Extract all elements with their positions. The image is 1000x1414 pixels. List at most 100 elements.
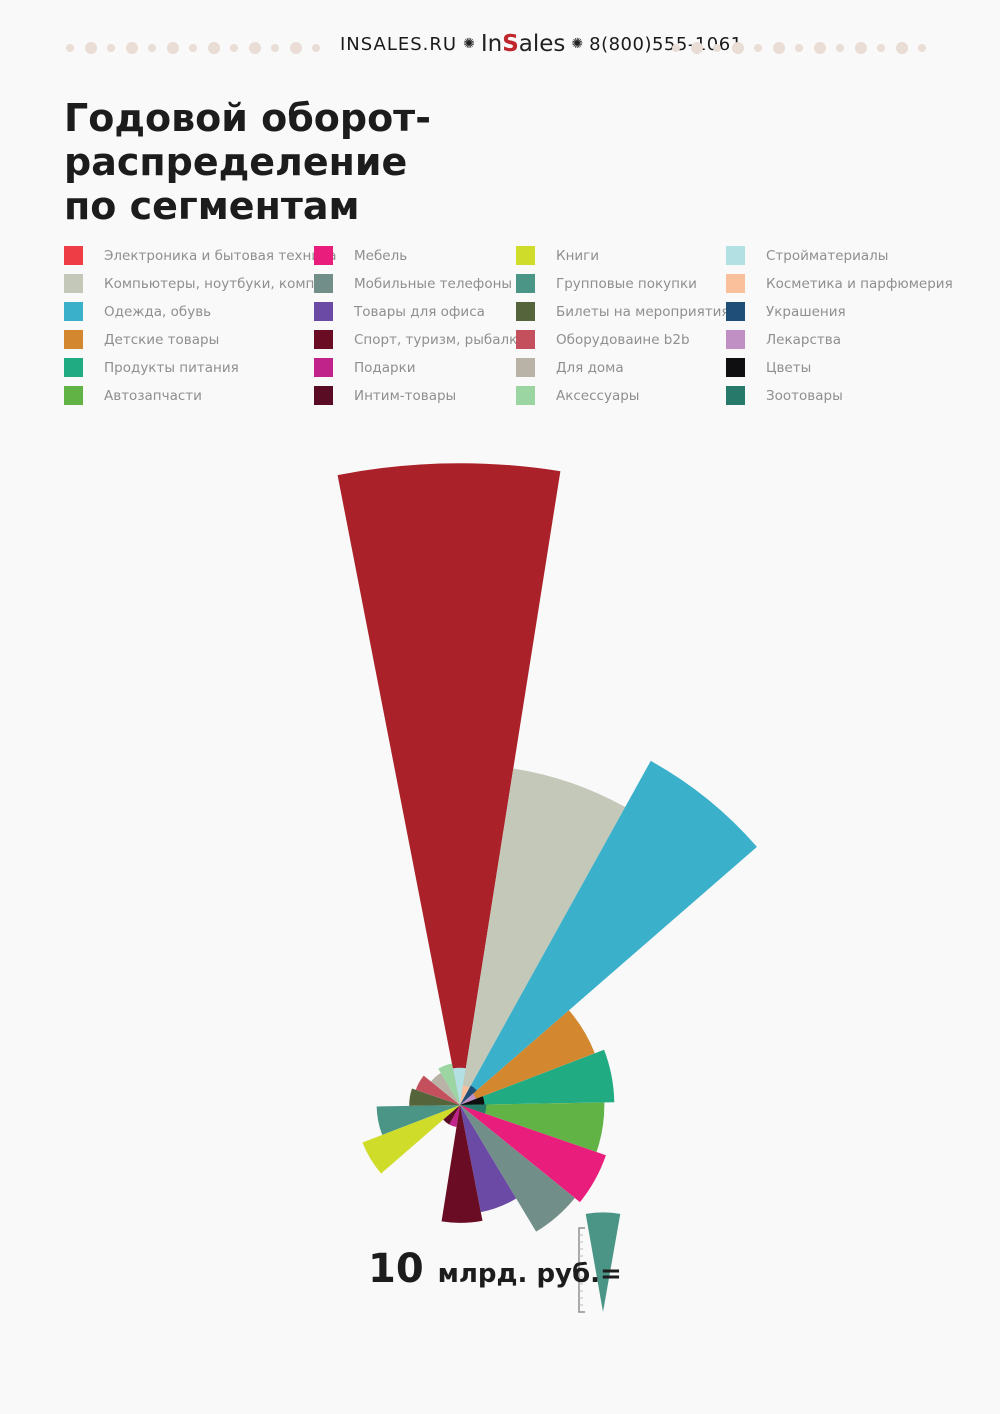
legend-label: Интим-товары [354,387,457,404]
decorative-dot [189,44,197,52]
chart-slice [415,1075,460,1105]
legend-item: Спорт, туризм, рыбалка [314,330,526,349]
legend-swatch [726,246,745,265]
phone-number[interactable]: 8(800)555-1061 [589,33,743,55]
decorative-dot [813,42,826,54]
insales-logo: InSales [480,31,566,57]
decorative-dot [289,42,302,54]
legend-item: Мебель [314,246,407,265]
legend-item: Лекарства [726,330,841,349]
decorative-dot [772,42,785,54]
chart-slice [362,1105,460,1174]
chart-slice [449,1105,460,1127]
chart-slice [460,1105,606,1203]
chart-slice [460,1104,487,1114]
page-header: INSALES.RU ✺ InSales ✺ 8(800)555-1061 [0,20,1000,66]
legend-swatch [726,358,745,377]
decorative-dots-right [672,42,934,54]
legend-item: Зоотовары [726,386,843,405]
legend-item: Продукты питания [64,358,239,377]
chart-slice [460,768,626,1105]
legend-item: Билеты на мероприятия [516,302,730,321]
chart-slice [460,1085,470,1105]
legend-swatch [314,274,333,293]
legend-swatch [516,358,535,377]
chart-slice [460,1102,605,1152]
legend-label: Аксессуары [556,387,640,404]
legend-item: Для дома [516,358,624,377]
chart-slice [337,463,561,1106]
legend-swatch [64,274,83,293]
rosette-icon: ✺ [463,36,475,52]
scale-value: 10 [368,1246,424,1292]
legend-label: Электроника и бытовая техника [104,247,337,264]
legend-label: Товары для офиса [354,303,485,320]
legend-swatch [314,302,333,321]
legend-item: Украшения [726,302,846,321]
legend-swatch [64,330,83,349]
scale-note: 10 млрд. руб.= [368,1246,622,1292]
legend-swatch [64,386,83,405]
chart-title-line-1: Годовой оборот- распределение [64,96,431,184]
legend-item: Стройматериалы [726,246,888,265]
decorative-dot [66,44,74,52]
legend-swatch [314,330,333,349]
chart-legend: Электроника и бытовая техника Компьютеры,… [0,240,1000,420]
legend-label: Цветы [766,359,812,376]
legend-label: Мобильные телефоны [354,275,513,292]
legend-swatch [516,330,535,349]
chart-slice [460,1010,595,1105]
legend-label: Косметика и парфюмерия [766,275,953,292]
legend-label: Украшения [766,303,846,320]
chart-title: Годовой оборот- распределение по сегмент… [64,96,764,228]
chart-slice [409,1088,460,1106]
chart-slice [443,1105,460,1125]
decorative-dot [84,42,97,54]
decorative-dot [107,44,115,52]
legend-item: Цветы [726,358,811,377]
legend-label: Автозапчасти [104,387,202,404]
legend-item: Книги [516,246,599,265]
legend-item: Косметика и парфюмерия [726,274,953,293]
legend-label: Одежда, обувь [104,303,212,320]
legend-item: Мобильные телефоны [314,274,512,293]
decorative-dot [795,44,803,52]
legend-swatch [516,246,535,265]
decorative-dot [754,44,762,52]
chart-slice [376,1105,460,1135]
legend-swatch [314,246,333,265]
legend-label: Лекарства [766,331,841,348]
chart-slice [460,1085,477,1105]
decorative-dots-left [66,42,326,54]
decorative-dot [690,42,703,54]
legend-swatch [516,274,535,293]
legend-label: Групповые покупки [556,275,697,292]
legend-label: Спорт, туризм, рыбалка [354,331,526,348]
decorative-dot [731,42,744,54]
legend-swatch [726,330,745,349]
legend-swatch [64,246,83,265]
chart-slice [452,1067,466,1105]
chart-slice [460,1049,615,1105]
decorative-dot [207,42,220,54]
scale-unit: млрд. руб.= [437,1259,622,1289]
decorative-dot [230,44,238,52]
legend-swatch [726,274,745,293]
legend-label: Стройматериалы [766,247,889,264]
legend-item: Одежда, обувь [64,302,211,321]
legend-label: Детские товары [104,331,220,348]
legend-label: Книги [556,247,600,264]
decorative-dot [312,44,320,52]
legend-swatch [314,358,333,377]
chart-title-line-2: по сегментам [64,184,360,228]
decorative-dot [854,42,867,54]
site-link[interactable]: INSALES.RU [340,33,458,55]
legend-label: Билеты на мероприятия [556,303,730,320]
legend-item: Электроника и бытовая техника [64,246,337,265]
decorative-dot [148,44,156,52]
decorative-dot [166,42,179,54]
brand-bar: INSALES.RU ✺ InSales ✺ 8(800)555-1061 [340,24,743,64]
decorative-dot [672,44,680,52]
legend-label: Компьютеры, ноутбуки, компл. [104,275,328,292]
legend-swatch [516,386,535,405]
